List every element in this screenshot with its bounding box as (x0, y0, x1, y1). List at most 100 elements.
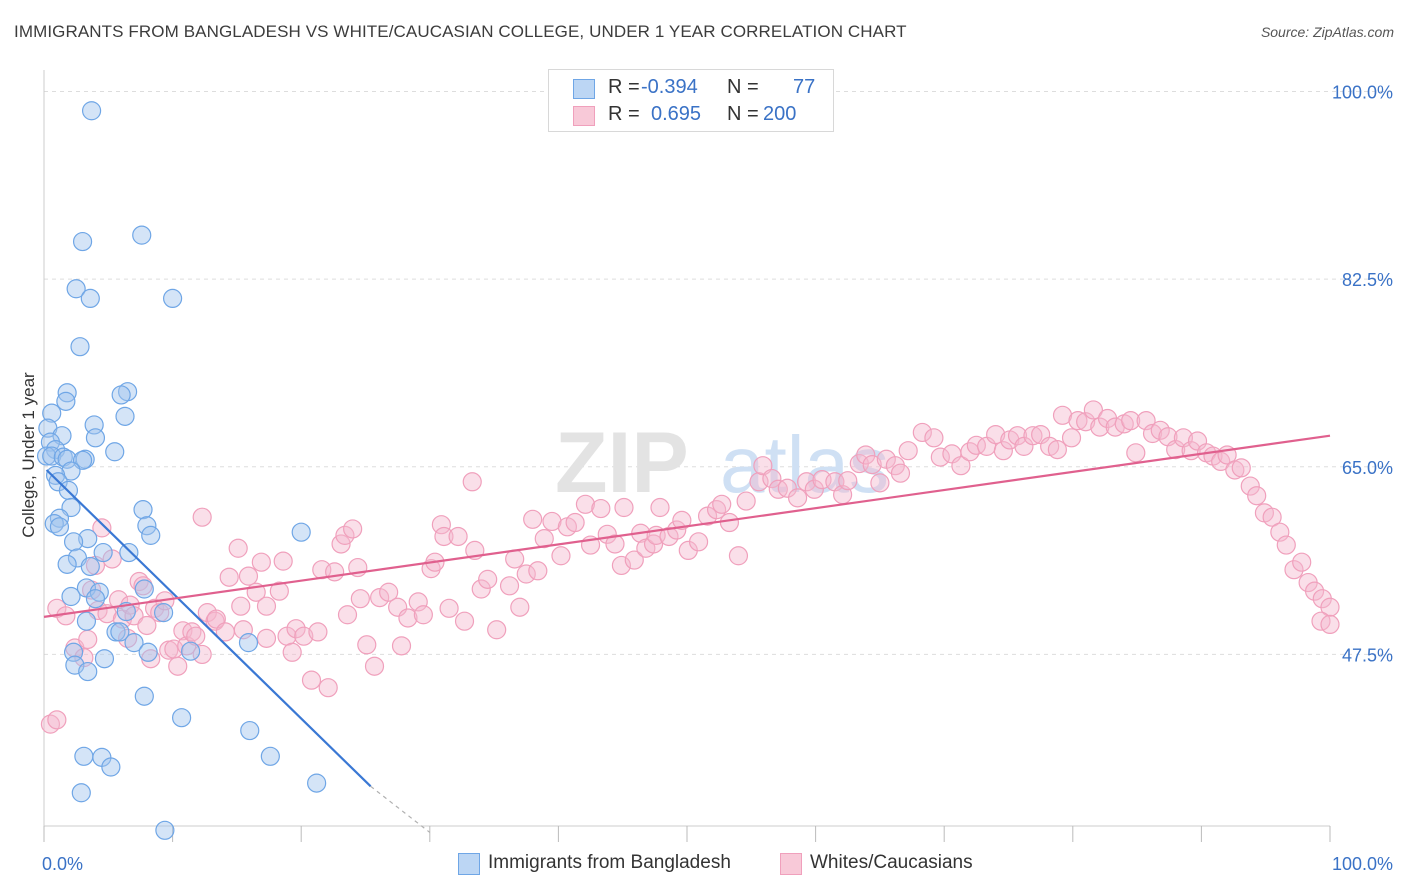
whites-point (282, 642, 302, 662)
whites-point (286, 619, 306, 639)
y-tick-label-1: 82.5% (1342, 270, 1393, 290)
bangladesh-point (93, 542, 113, 563)
whites-point (565, 512, 585, 533)
whites-point (1166, 440, 1186, 460)
bangladesh-point (63, 532, 84, 552)
whites-point (591, 498, 611, 519)
whites-point (1320, 597, 1340, 617)
whites-point (1276, 535, 1296, 555)
whites-point (108, 590, 129, 610)
whites-point (231, 596, 251, 616)
whites-point (505, 549, 525, 569)
n-value-whites: 200 (763, 103, 797, 125)
bangladesh-point (105, 442, 125, 462)
legend-swatch-bangladesh (458, 853, 480, 875)
whites-point (672, 510, 692, 530)
whites-point (413, 605, 433, 625)
whites-point (434, 526, 454, 547)
whites-point (862, 455, 882, 475)
whites-point (1023, 426, 1043, 446)
bangladesh-point (57, 554, 77, 574)
whites-point (930, 447, 950, 467)
bangladesh-point (110, 622, 130, 642)
whites-point (688, 532, 709, 552)
whites-point (614, 497, 634, 518)
whites-point (787, 488, 808, 508)
whites-point (1142, 423, 1163, 444)
whites-point (736, 491, 756, 511)
whites-point (343, 519, 363, 539)
whites-point (1126, 443, 1146, 463)
whites-point (1150, 420, 1170, 440)
bangladesh-point (85, 589, 106, 609)
y-tick-label-0: 100.0% (1332, 82, 1393, 102)
series-whites-points (40, 400, 1340, 734)
bangladesh-point (52, 426, 72, 446)
bangladesh-point (138, 642, 158, 662)
whites-point (966, 435, 986, 455)
whites-point (478, 569, 498, 589)
bangladesh-point (66, 279, 86, 299)
watermark-atlas: atlas (720, 420, 889, 509)
trend-line-bangladesh (45, 469, 372, 788)
whites-point (706, 500, 727, 520)
whites-point (804, 479, 824, 499)
whites-point (431, 515, 451, 535)
bangladesh-point (163, 288, 183, 309)
whites-point (335, 525, 355, 545)
whites-point (398, 608, 418, 628)
x-tick-max: 100.0% (1332, 854, 1393, 874)
whites-point (534, 529, 554, 549)
bangladesh-point (49, 517, 70, 537)
whites-point (192, 507, 212, 527)
bangladesh-point (111, 385, 131, 405)
whites-point (542, 511, 562, 532)
whites-point (301, 670, 322, 690)
bangladesh-point (71, 783, 91, 803)
whites-point (516, 564, 536, 584)
whites-point (1292, 552, 1312, 572)
whites-point (1247, 486, 1267, 506)
whites-point (728, 546, 749, 566)
swatch-whites (573, 106, 595, 126)
bangladesh-point (115, 406, 135, 426)
whites-point (993, 441, 1013, 461)
bangladesh-point (307, 773, 327, 793)
bangladesh-point (124, 633, 144, 653)
bangladesh-point (240, 720, 260, 741)
whites-point (796, 472, 817, 492)
whites-point (1320, 614, 1340, 635)
bangladesh-point (81, 101, 102, 121)
r-label: R = (608, 76, 640, 98)
bangladesh-point (238, 633, 259, 653)
watermark-zip: ZIP (555, 415, 689, 511)
bangladesh-point (61, 461, 81, 481)
bangladesh-point (78, 529, 98, 549)
bangladesh-point (132, 225, 152, 245)
whites-point (1061, 428, 1082, 448)
whites-point (1240, 476, 1260, 496)
whites-point (838, 471, 858, 491)
n-value-bangladesh: 77 (793, 76, 816, 98)
whites-point (575, 494, 596, 514)
bangladesh-point (141, 525, 161, 545)
swatch-bangladesh (573, 79, 595, 99)
whites-point (777, 478, 797, 498)
whites-point (219, 567, 239, 587)
n-label: N = (727, 76, 759, 98)
bangladesh-point (70, 337, 90, 357)
whites-point (1284, 560, 1304, 580)
whites-point (294, 626, 314, 646)
bangladesh-point (76, 611, 97, 631)
whites-point (890, 463, 911, 483)
bangladesh-point (291, 522, 311, 542)
r-value-bangladesh: -0.394 (641, 76, 698, 98)
whites-point (611, 555, 632, 576)
whites-point (528, 561, 548, 581)
whites-point (659, 526, 679, 547)
n-label: N = (727, 103, 759, 125)
bangladesh-point (42, 403, 62, 423)
whites-point (186, 626, 206, 646)
bangladesh-point (172, 708, 192, 728)
